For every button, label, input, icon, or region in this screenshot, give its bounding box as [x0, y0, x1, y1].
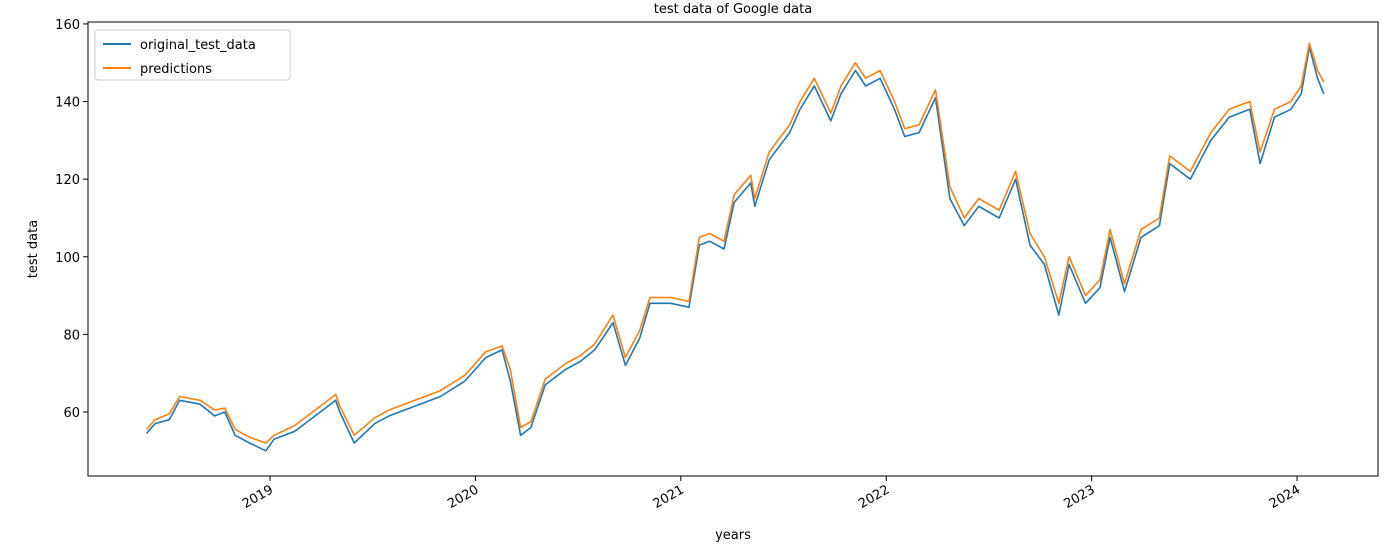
x-axis-label: years — [715, 528, 751, 543]
x-tick-label: 2023 — [1061, 482, 1097, 512]
x-tick-label: 2022 — [856, 482, 892, 512]
series-line — [146, 46, 1325, 452]
legend-label: predictions — [140, 62, 212, 77]
x-tick-label: 2019 — [240, 482, 276, 512]
plot-frame — [87, 21, 1379, 477]
y-axis-label: test data — [26, 220, 41, 278]
y-tick-label: 80 — [63, 328, 80, 343]
chart-title: test data of Google data — [654, 2, 812, 17]
legend-box — [94, 29, 291, 81]
y-tick-label: 140 — [55, 96, 80, 111]
x-tick-label: 2020 — [445, 482, 481, 512]
x-tick-label: 2024 — [1267, 482, 1303, 512]
x-tick-label: 2021 — [651, 482, 687, 512]
y-tick-label: 120 — [55, 173, 80, 188]
y-tick-label: 60 — [63, 406, 80, 421]
series-line — [146, 42, 1325, 444]
legend-label: original_test_data — [140, 38, 256, 53]
y-tick-label: 160 — [55, 18, 80, 33]
y-tick-label: 100 — [55, 251, 80, 266]
